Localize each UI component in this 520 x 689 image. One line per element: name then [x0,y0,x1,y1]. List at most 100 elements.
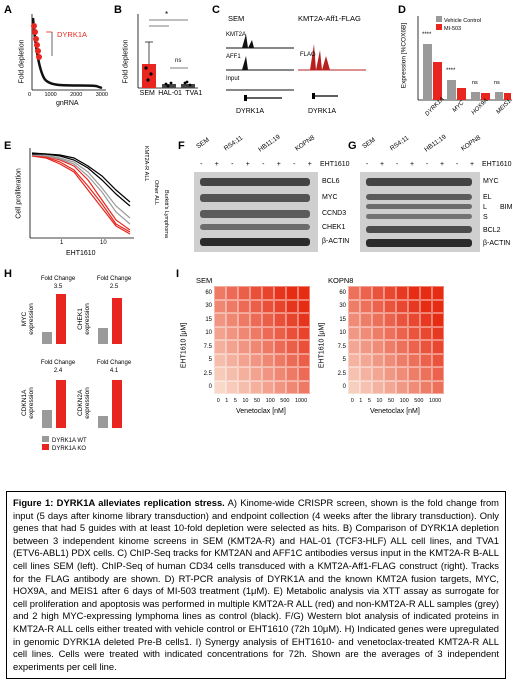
heatmap-cell [432,367,444,381]
heatmap-cell [298,286,310,300]
panel-d-ylabel: Expression [%COX6B] [400,22,408,89]
panel-a-xticks: 0 1000 2000 3000 [28,92,108,98]
xtick: 100 [265,398,275,404]
ytick: 10 [205,330,212,337]
panel-h-grid: Fold Change 3.5 MYC expression Fold Chan… [16,276,131,462]
legend-swatch-red [436,24,442,30]
panel-a-xtick: 0 [28,92,32,98]
heatmap-cell [360,340,372,354]
protein-label: MYC [483,178,499,185]
heatmap-cell [238,340,250,354]
bar-ko [112,298,122,344]
panel-g-lines: SEM RS4;11 HB11;19 KOPN8 [361,134,482,154]
heatmap-cell [298,326,310,340]
panel-e-xtick: 10 [100,240,107,246]
panel-c-right-track-label: FLAG [300,52,316,58]
heatmap-cell [420,299,432,313]
panel-i-yticks: 60 30 15 10 7.5 5 2.5 0 [202,286,212,394]
panel-b-category: HAL-01 [158,90,182,97]
panel-e-ylabel: Cell proliferation [15,168,23,219]
heatmap-cell [348,353,360,367]
panel-f-treatment: EHT1610 [320,161,350,168]
protein-label: β-ACTIN [483,240,511,247]
heatmap-cell [432,340,444,354]
sign: - [262,161,265,168]
heatmap-cell [286,380,298,394]
xtick: 5 [233,398,237,404]
heatmap-cell [432,326,444,340]
heatmap-cell [226,313,238,327]
xtick: 50 [387,398,395,404]
figure-caption: Figure 1: DYRK1A alleviates replication … [6,491,506,679]
heatmap-cell [420,326,432,340]
panel-e-group: Lymphoma [163,210,169,238]
heatmap-cell [274,326,286,340]
heatmap-cell [226,286,238,300]
fold-change-label: Fold Change [40,360,76,366]
heatmap-cell [348,367,360,381]
bar-ko [56,294,66,344]
panel-a-xtick: 3000 [95,92,108,98]
gene-label: CHEK1 expression [77,297,91,341]
bar-wt [42,410,52,428]
heatmap-cell [286,340,298,354]
gene-expression-label: expression [28,387,35,419]
heatmap-cell [384,313,396,327]
panel-g-cell-line: HB11;19 [422,133,448,154]
sign: + [307,161,312,168]
xtick: 500 [414,398,424,404]
heatmap-cell [360,313,372,327]
xtick: 1000 [294,398,308,404]
panel-b-ns: ns [175,58,182,64]
heatmap-cell [396,313,408,327]
heatmap-cell [432,313,444,327]
xtick: 1 [359,398,363,404]
bar-ko [112,380,122,428]
sign: + [470,161,475,168]
heatmap-cell [250,380,262,394]
heatmap-cell [214,313,226,327]
legend-swatch-red [42,444,49,450]
legend-swatch-grey [42,436,49,442]
fold-change-value: 2.4 [53,368,63,374]
panel-b-plot [137,14,198,89]
heatmap-cell [274,313,286,327]
heatmap-cell [384,380,396,394]
heatmap-cell [250,326,262,340]
panel-d-label: D [398,4,406,16]
heatmap-cell [226,353,238,367]
ytick: 5 [208,357,212,364]
bim-label: BIM [500,204,513,211]
heatmap-cell [372,367,384,381]
heatmap-cell [214,299,226,313]
panel-f-cell-line: HB11;19 [256,133,282,154]
ytick: 5 [342,357,346,364]
panel-e-plot [29,148,134,239]
panel-i-right-title: KOPN8 [328,276,354,285]
heatmap-cell [286,299,298,313]
heatmap-cell [262,380,274,394]
xtick: 500 [280,398,290,404]
heatmap-cell [298,313,310,327]
panel-a-xlabel: gnRNA [56,100,79,107]
heatmap-cell [408,313,420,327]
heatmap-cell [238,367,250,381]
ytick: 60 [205,289,212,296]
panel-f-cell-line: SEM [195,136,211,151]
xtick: 50 [253,398,261,404]
panel-h-label: H [4,268,12,280]
heatmap-cell [396,367,408,381]
heatmap-cell [274,340,286,354]
gene-label: CDKN1A expression [21,381,35,425]
gene-expression-label: expression [84,303,91,335]
ytick: 0 [208,384,212,391]
heatmap-cell [238,286,250,300]
sign: - [231,161,234,168]
panel-g-signs: - + - + - + - + [360,161,480,168]
heatmap-cell [286,353,298,367]
ytick: 7.5 [337,343,346,350]
legend-swatch-grey [436,16,442,22]
panel-b-star: * [165,10,169,19]
protein-label: L [483,204,487,211]
heatmap-cell [226,340,238,354]
